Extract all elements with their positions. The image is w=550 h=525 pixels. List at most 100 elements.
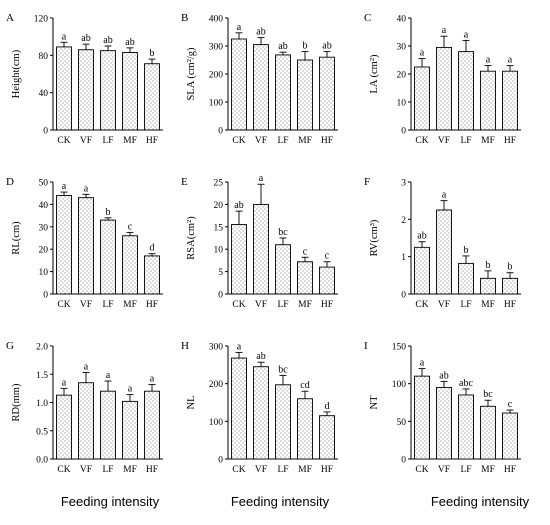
- x-tick-label: CK: [232, 465, 245, 475]
- panel-d: D 0 10 20 30 40 50 RL(cm) a CK a VF b LF c MF d HF: [6, 176, 163, 310]
- bar: [319, 266, 335, 295]
- panel-letter: D: [6, 176, 14, 188]
- panel-letter: A: [6, 12, 14, 24]
- significance-letter: a: [486, 55, 491, 66]
- bar: [414, 246, 430, 295]
- x-tick-label: HF: [146, 300, 158, 310]
- y-tick-label: 1: [401, 253, 406, 263]
- y-tick-label: 50: [397, 418, 407, 428]
- y-tick-label: 50: [39, 179, 49, 189]
- x-tick-label: LF: [277, 465, 288, 475]
- bar: [275, 384, 291, 460]
- bar: [78, 49, 94, 131]
- bar: [502, 277, 518, 295]
- panel-letter: E: [181, 176, 188, 188]
- bar: [458, 51, 474, 131]
- y-tick-label: 150: [392, 343, 407, 353]
- panel-h: H 0 100 200 300 NL a CK ab VF bc LF cd MF d HF: [181, 340, 338, 475]
- bar: [319, 415, 335, 460]
- bar: [231, 357, 247, 460]
- x-axis-title-col2: Feeding intensity: [230, 494, 330, 509]
- y-axis-label: RV(cm³): [369, 219, 380, 256]
- bar: [56, 46, 72, 131]
- y-tick-label: 300: [209, 343, 224, 353]
- x-tick-label: CK: [415, 465, 428, 475]
- y-tick-label: 200: [209, 380, 224, 390]
- x-tick-label: MF: [123, 300, 137, 310]
- panel-letter: I: [364, 340, 368, 352]
- x-tick-label: CK: [415, 136, 428, 146]
- panel-f: F 0 1 2 3 RV(cm³) ab CK a VF b LF b MF b HF: [364, 176, 521, 310]
- significance-letter: a: [62, 31, 67, 42]
- x-tick-label: LF: [460, 465, 471, 475]
- significance-letter: ab: [234, 200, 243, 211]
- significance-letter: bc: [278, 227, 288, 238]
- y-tick-label: 0: [401, 127, 406, 137]
- y-tick-label: 80: [39, 52, 49, 62]
- significance-letter: c: [508, 399, 513, 410]
- bar: [100, 219, 116, 295]
- y-tick-label: 1.5: [36, 371, 48, 381]
- significance-letter: c: [128, 221, 133, 232]
- significance-letter: b: [508, 262, 513, 273]
- y-tick-label: 30: [39, 223, 49, 233]
- significance-letter: abc: [459, 378, 473, 389]
- x-tick-label: HF: [146, 136, 158, 146]
- panel-i: I 0 50 100 150 NT a CK ab VF abc LF bc MF c HF: [364, 340, 521, 475]
- y-tick-label: 0: [218, 291, 223, 301]
- y-tick-label: 20: [214, 201, 224, 211]
- y-tick-label: 3: [401, 179, 406, 189]
- y-tick-label: 0: [218, 456, 223, 466]
- bar: [480, 70, 496, 131]
- significance-letter: a: [106, 370, 111, 381]
- bar: [414, 375, 430, 460]
- bar: [253, 203, 269, 295]
- x-tick-label: VF: [255, 136, 267, 146]
- panel-letter: C: [364, 12, 371, 24]
- y-tick-label: 40: [39, 201, 49, 211]
- x-tick-label: LF: [277, 300, 288, 310]
- significance-letter: b: [303, 41, 308, 52]
- x-tick-label: VF: [438, 465, 450, 475]
- x-tick-label: HF: [504, 300, 516, 310]
- y-tick-label: 0.0: [36, 456, 48, 466]
- significance-letter: a: [464, 29, 469, 40]
- panel-letter: F: [364, 176, 370, 188]
- panel-b: B 0 100 200 300 400 SLA (cm²/g) a CK ab VF ab LF b MF a…: [181, 12, 338, 146]
- y-axis-label: RD(mm): [11, 383, 22, 421]
- x-tick-label: CK: [415, 300, 428, 310]
- y-tick-label: 2: [401, 216, 406, 226]
- significance-letter: ab: [125, 37, 134, 48]
- significance-letter: d: [325, 401, 330, 412]
- significance-letter: a: [237, 341, 242, 352]
- significance-letter: ab: [278, 41, 287, 52]
- y-axis-label: NT: [369, 395, 380, 410]
- significance-letter: a: [508, 55, 513, 66]
- bar: [502, 412, 518, 460]
- y-tick-label: 10: [214, 246, 224, 256]
- y-axis-label: Height(cm): [11, 49, 22, 98]
- x-tick-label: MF: [298, 300, 312, 310]
- y-tick-label: 0: [43, 127, 48, 137]
- bar: [56, 394, 72, 460]
- x-axis-title-col1: Feeding intensity: [60, 494, 160, 509]
- significance-letter: bc: [483, 389, 493, 400]
- bar: [480, 277, 496, 295]
- bar: [502, 70, 518, 131]
- y-axis-label: RSA(cm²): [186, 216, 197, 260]
- bar: [297, 59, 313, 131]
- x-tick-label: LF: [460, 136, 471, 146]
- bar: [297, 398, 313, 460]
- bar: [122, 52, 138, 131]
- panel-a: A 0 40 80 120 Height(cm) a CK ab VF ab LF ab MF b HF: [6, 12, 163, 146]
- significance-letter: ab: [256, 27, 265, 38]
- significance-letter: ab: [256, 351, 265, 362]
- bar: [78, 382, 94, 460]
- significance-letter: a: [420, 358, 425, 369]
- x-tick-label: LF: [102, 465, 113, 475]
- y-tick-label: 30: [397, 43, 407, 53]
- significance-letter: b: [106, 207, 111, 218]
- x-tick-label: CK: [57, 465, 70, 475]
- bar: [253, 366, 269, 460]
- bar: [253, 44, 269, 131]
